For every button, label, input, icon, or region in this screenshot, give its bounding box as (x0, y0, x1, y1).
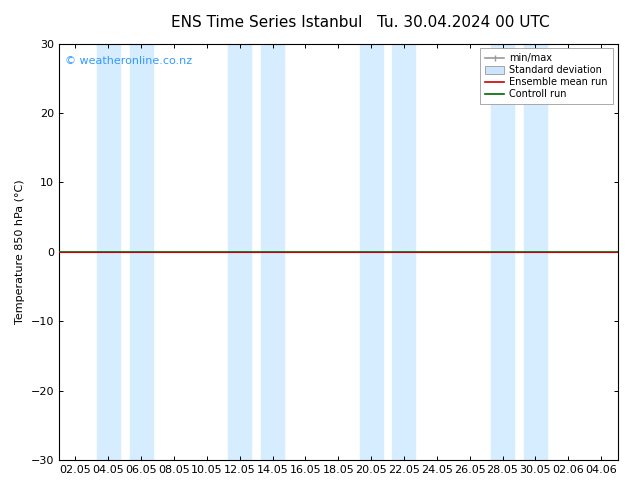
Bar (359, 44, 382, 460)
Bar (524, 44, 547, 460)
Bar (392, 44, 415, 460)
Y-axis label: Temperature 850 hPa (°C): Temperature 850 hPa (°C) (15, 179, 25, 324)
Bar (491, 44, 514, 460)
Bar (97, 44, 120, 460)
Text: © weatheronline.co.nz: © weatheronline.co.nz (65, 56, 191, 66)
Text: ENS Time Series Istanbul: ENS Time Series Istanbul (171, 15, 362, 30)
Bar (228, 44, 251, 460)
Text: Tu. 30.04.2024 00 UTC: Tu. 30.04.2024 00 UTC (377, 15, 549, 30)
Legend: min/max, Standard deviation, Ensemble mean run, Controll run: min/max, Standard deviation, Ensemble me… (480, 49, 612, 104)
Bar (261, 44, 284, 460)
Bar (129, 44, 153, 460)
